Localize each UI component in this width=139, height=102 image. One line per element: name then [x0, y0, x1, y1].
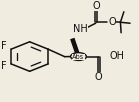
Text: O: O: [95, 72, 103, 82]
Text: O: O: [109, 17, 116, 27]
Text: NH: NH: [73, 24, 88, 34]
Text: F: F: [1, 61, 7, 71]
Text: Abs: Abs: [72, 54, 85, 60]
Text: OH: OH: [109, 51, 124, 61]
Text: F: F: [1, 41, 7, 51]
Text: O: O: [93, 1, 100, 11]
Ellipse shape: [71, 53, 86, 60]
